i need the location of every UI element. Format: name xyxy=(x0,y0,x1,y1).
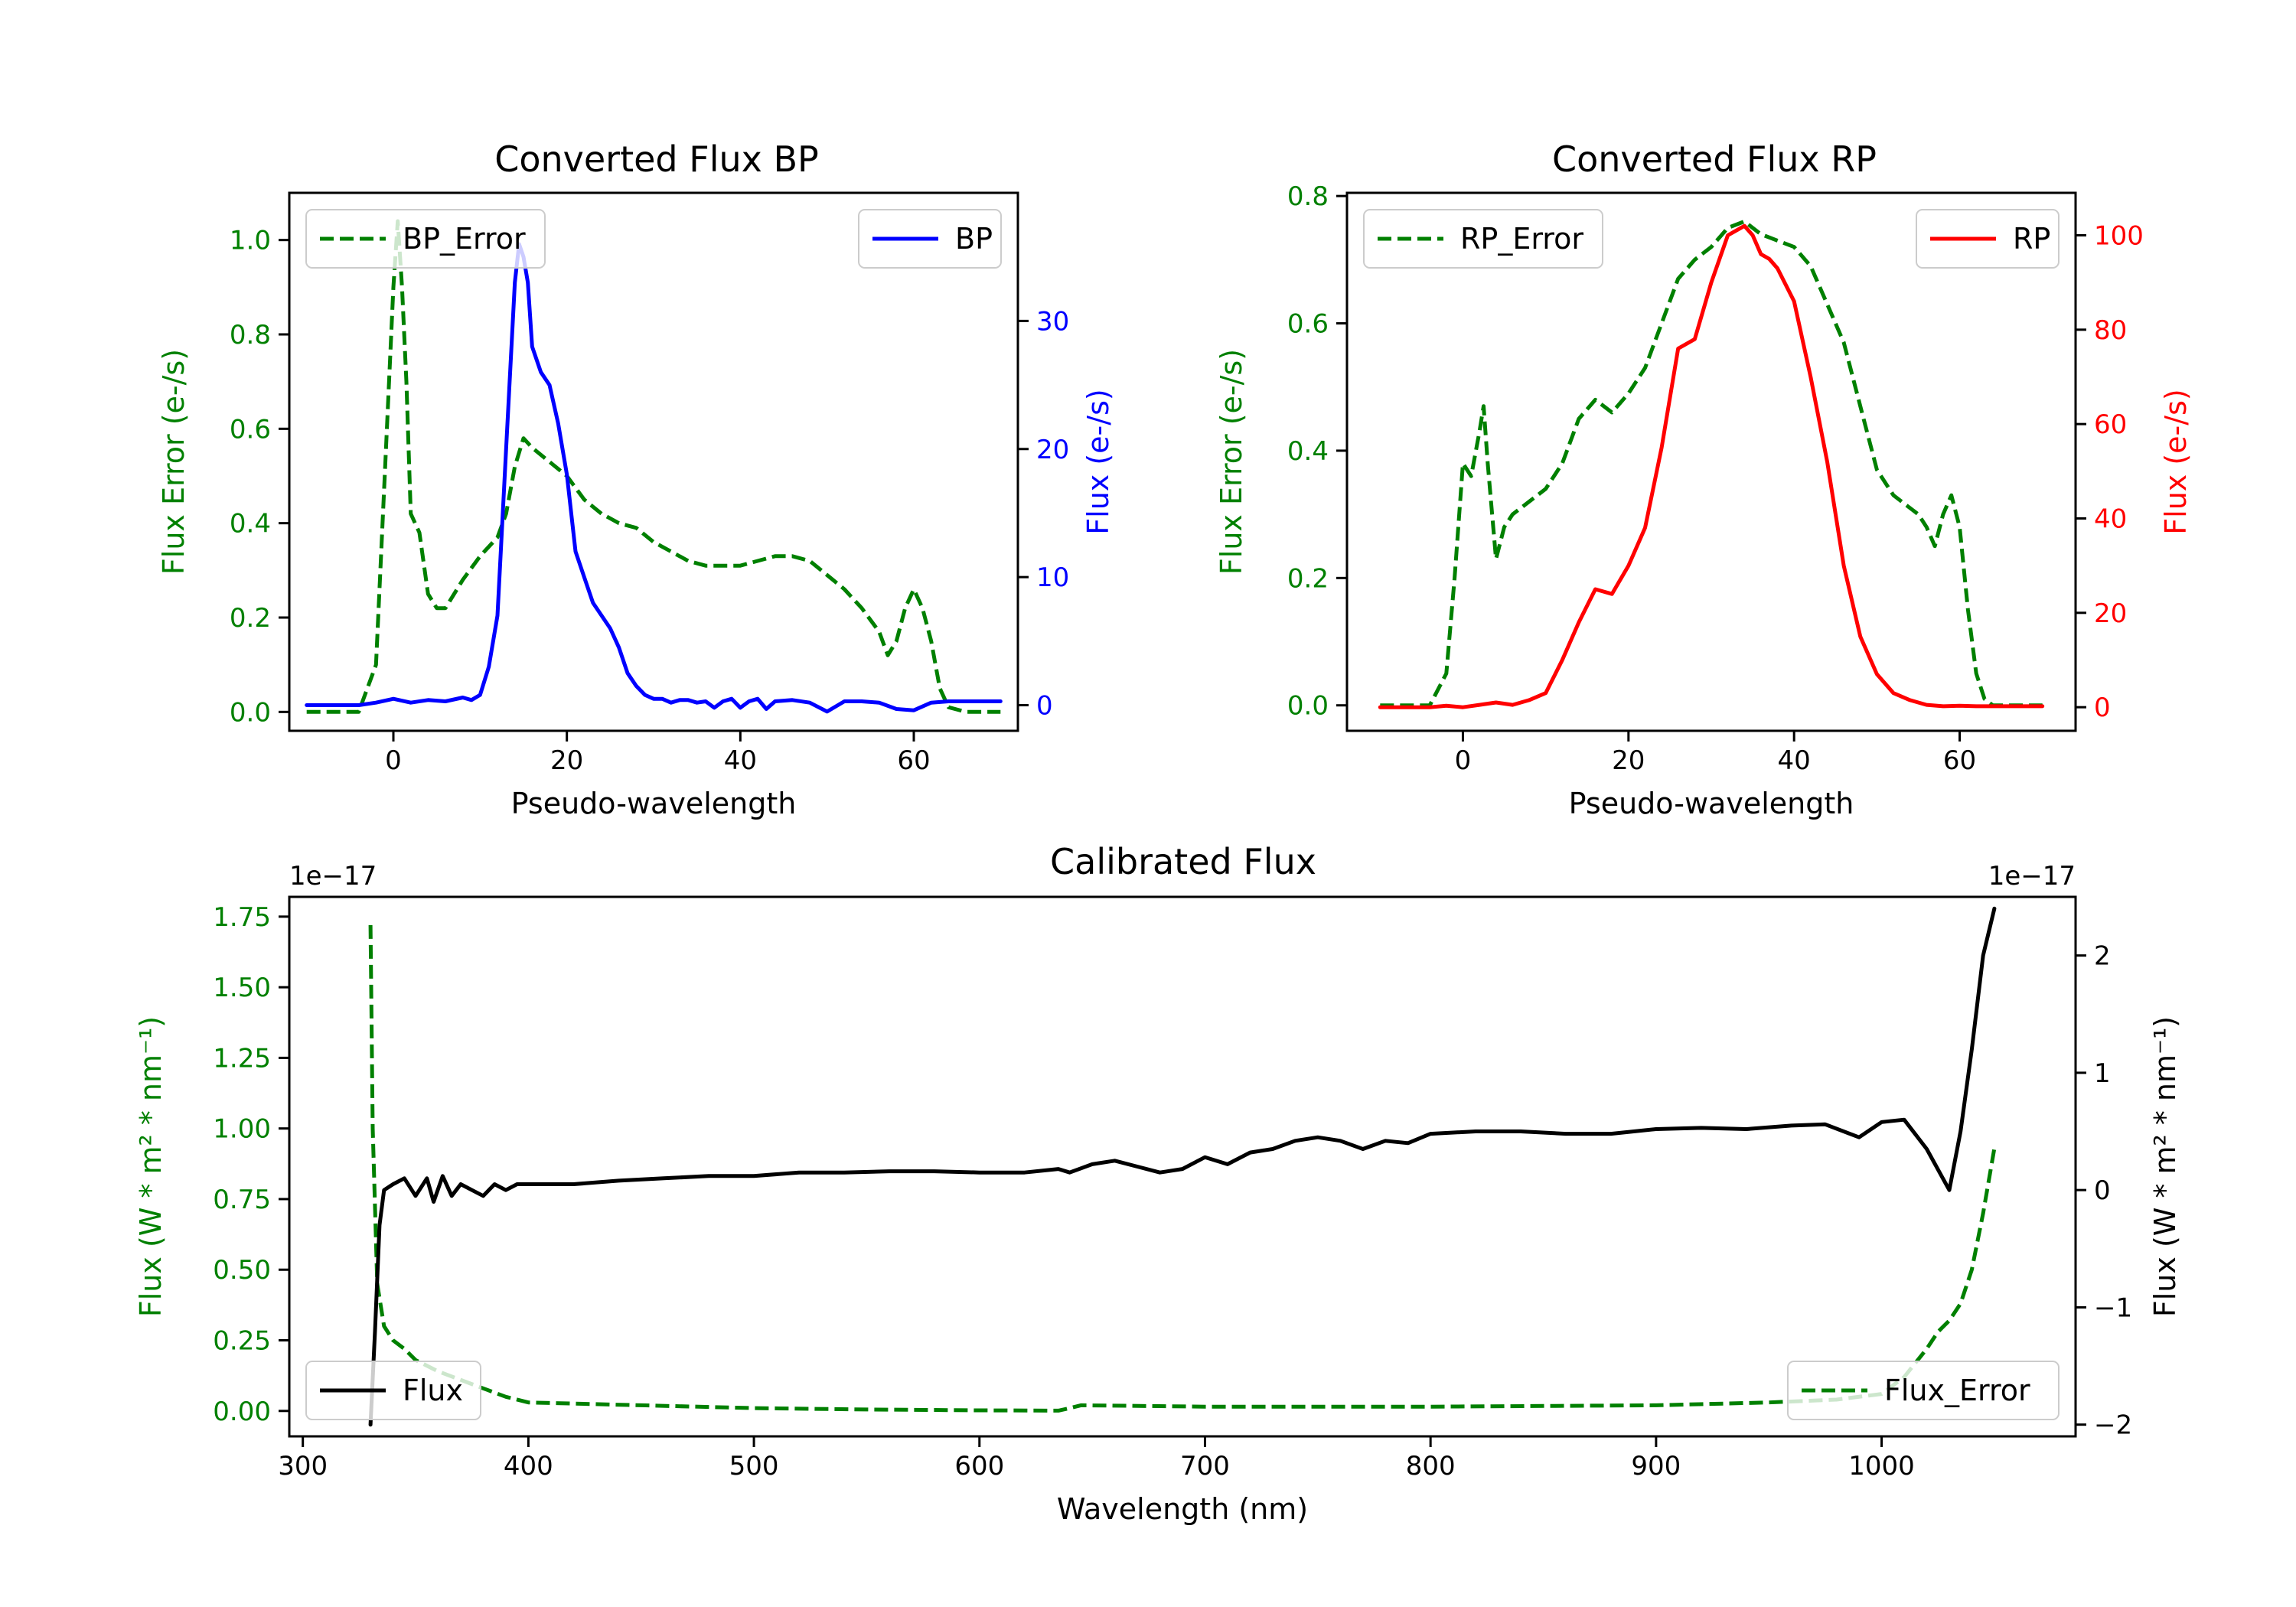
series-line-rp-error xyxy=(1380,219,2043,708)
series-line-rp xyxy=(1378,223,2045,709)
y-left-tick-label: 0.6 xyxy=(1287,309,1329,340)
series-group xyxy=(368,906,1997,1427)
y-axis-label-right: Flux (e-/s) xyxy=(1081,389,1115,534)
y-left-tick-label: 1.0 xyxy=(230,226,271,256)
x-tick-label: 300 xyxy=(278,1451,328,1482)
legend-label: Flux_Error xyxy=(1884,1374,2030,1407)
x-tick-label: 600 xyxy=(954,1451,1004,1482)
x-tick-label: 40 xyxy=(724,745,757,776)
y-left-tick-label: 0.6 xyxy=(230,414,271,445)
y-right-tick-label: 20 xyxy=(1036,435,1069,465)
legend-box xyxy=(305,209,546,269)
legend-label: RP xyxy=(2013,222,2050,256)
x-tick-label: 700 xyxy=(1180,1451,1230,1482)
y-left-tick-label: 0.8 xyxy=(230,320,271,350)
y-left-tick-label: 0.0 xyxy=(1287,691,1329,722)
chart-calibrated: 300 400 500 600 700 800 900 1000 0.00 0.25 0.50 0.7… xyxy=(134,861,2182,1526)
y-axis-label-left: Flux Error (e-/s) xyxy=(1215,349,1248,575)
y-right-tick-label: 80 xyxy=(2094,315,2127,346)
y-axis-label-left: Flux (W * m² * nm⁻¹) xyxy=(134,1016,168,1317)
series-line-bp xyxy=(305,242,1003,714)
legend-label: RP_Error xyxy=(1460,222,1583,256)
x-tick-label: 40 xyxy=(1778,745,1811,776)
y-right-tick-label: 0 xyxy=(1036,691,1053,722)
x-axis-label: Wavelength (nm) xyxy=(1057,1492,1308,1526)
legend-rp-error: RP_Error xyxy=(1363,209,1603,269)
legend-bp-error: BP_Error xyxy=(305,209,546,269)
series-line-flux xyxy=(368,906,1997,1427)
x-tick-label: 1000 xyxy=(1848,1451,1915,1482)
y-right-tick-label: 30 xyxy=(1036,306,1069,337)
legend-rp: RP xyxy=(1916,209,2060,269)
x-tick-label: 20 xyxy=(550,745,583,776)
chart-title: Converted Flux RP xyxy=(1552,139,1877,180)
x-tick-label: 60 xyxy=(897,745,930,776)
y-right-tick-label: 100 xyxy=(2094,221,2144,252)
y-right-tick-label: 0 xyxy=(2094,693,2111,723)
x-axis-label: Pseudo-wavelength xyxy=(511,787,797,820)
y-axis-label-right: Flux (W * m² * nm⁻¹) xyxy=(2148,1016,2182,1317)
legend-flux: Flux xyxy=(305,1361,481,1420)
x-tick-label: 900 xyxy=(1631,1451,1681,1482)
y-right-tick-label: 20 xyxy=(2094,598,2127,629)
series-group xyxy=(1378,219,2045,709)
plot-frame xyxy=(288,895,2077,1438)
legend-label: BP xyxy=(955,222,993,256)
legend-box xyxy=(305,1361,481,1420)
chart-bp: 0 20 40 60 0.0 0.2 0.4 0.6 0.8 1.0 0 10 20 30 Pseudo-w… xyxy=(157,191,1115,820)
y-left-offset-text: 1e−17 xyxy=(289,861,377,892)
x-tick-label: 400 xyxy=(504,1451,553,1482)
y-right-tick-label: −1 xyxy=(2094,1292,2132,1323)
y-left-tick-label: 0.4 xyxy=(230,509,271,539)
legend-bp: BP xyxy=(858,209,1002,269)
chart-rp: 0 20 40 60 0.0 0.2 0.4 0.6 0.8 0 20 40 60 80 100 Pseudo… xyxy=(1215,181,2193,820)
y-left-tick-label: 0.8 xyxy=(1287,181,1329,212)
chart-title: Converted Flux BP xyxy=(494,139,819,180)
legend-box xyxy=(1787,1361,2060,1420)
series-group xyxy=(305,219,1003,714)
x-axis-label: Pseudo-wavelength xyxy=(1569,787,1854,820)
y-left-tick-label: 0.75 xyxy=(213,1185,271,1215)
y-axis-label-right: Flux (e-/s) xyxy=(2159,389,2193,534)
y-right-offset-text: 1e−17 xyxy=(1988,861,2076,892)
x-tick-label: 60 xyxy=(1943,745,1976,776)
y-right-tick-label: 1 xyxy=(2094,1058,2111,1089)
y-left-tick-label: 1.75 xyxy=(213,902,271,933)
y-left-tick-label: 1.50 xyxy=(213,973,271,1003)
legend-label: Flux xyxy=(403,1374,463,1407)
y-right-tick-label: −2 xyxy=(2094,1410,2132,1441)
y-left-tick-label: 0.50 xyxy=(213,1255,271,1286)
legend-flux-error: Flux_Error xyxy=(1787,1361,2060,1420)
y-left-tick-label: 0.0 xyxy=(230,697,271,728)
series-line-bp-error xyxy=(306,219,1001,714)
x-tick-label: 800 xyxy=(1406,1451,1456,1482)
series-line-flux-error xyxy=(368,924,1997,1413)
y-right-tick-label: 10 xyxy=(1036,562,1069,593)
legend-label: BP_Error xyxy=(403,222,526,256)
plot-frame xyxy=(1345,191,2077,732)
y-left-tick-label: 0.2 xyxy=(1287,563,1329,594)
x-tick-label: 0 xyxy=(385,745,402,776)
y-left-tick-label: 1.00 xyxy=(213,1114,271,1145)
y-right-tick-label: 60 xyxy=(2094,409,2127,440)
x-tick-label: 500 xyxy=(729,1451,779,1482)
plot-frame xyxy=(288,191,1019,732)
y-axis-label-left: Flux Error (e-/s) xyxy=(157,349,191,575)
y-right-tick-label: 2 xyxy=(2094,941,2111,972)
y-left-tick-label: 1.25 xyxy=(213,1043,271,1074)
chart-title: Calibrated Flux xyxy=(1050,841,1316,882)
y-left-tick-label: 0.00 xyxy=(213,1397,271,1427)
x-tick-label: 0 xyxy=(1455,745,1472,776)
y-left-tick-label: 0.2 xyxy=(230,603,271,634)
y-left-tick-label: 0.25 xyxy=(213,1326,271,1357)
y-right-tick-label: 0 xyxy=(2094,1175,2111,1206)
legend-box xyxy=(1363,209,1603,269)
y-left-tick-label: 0.4 xyxy=(1287,436,1329,467)
x-tick-label: 20 xyxy=(1612,745,1645,776)
y-right-tick-label: 40 xyxy=(2094,504,2127,535)
